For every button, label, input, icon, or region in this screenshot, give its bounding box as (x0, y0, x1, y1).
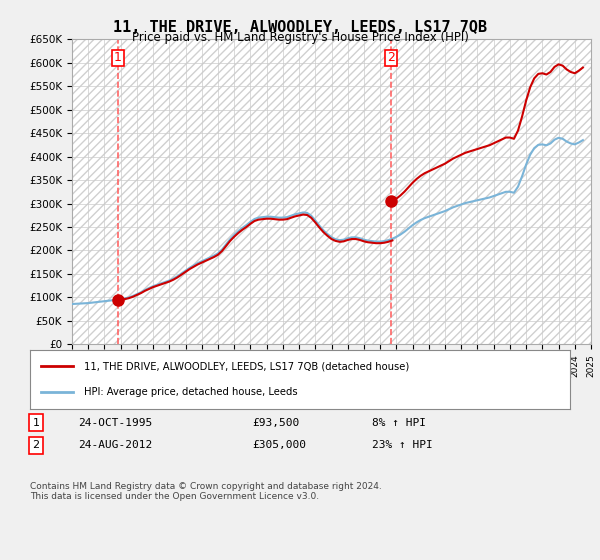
Text: 24-AUG-2012: 24-AUG-2012 (78, 440, 152, 450)
Text: 8% ↑ HPI: 8% ↑ HPI (372, 418, 426, 428)
Text: Contains HM Land Registry data © Crown copyright and database right 2024.
This d: Contains HM Land Registry data © Crown c… (30, 482, 382, 501)
Text: 2: 2 (32, 440, 40, 450)
Text: 1: 1 (114, 52, 122, 64)
Text: 11, THE DRIVE, ALWOODLEY, LEEDS, LS17 7QB (detached house): 11, THE DRIVE, ALWOODLEY, LEEDS, LS17 7Q… (84, 361, 409, 371)
Text: £305,000: £305,000 (252, 440, 306, 450)
Text: 24-OCT-1995: 24-OCT-1995 (78, 418, 152, 428)
Text: 1: 1 (32, 418, 40, 428)
Text: 11, THE DRIVE, ALWOODLEY, LEEDS, LS17 7QB: 11, THE DRIVE, ALWOODLEY, LEEDS, LS17 7Q… (113, 20, 487, 35)
Text: 2: 2 (387, 52, 395, 64)
Text: HPI: Average price, detached house, Leeds: HPI: Average price, detached house, Leed… (84, 388, 298, 398)
Text: £93,500: £93,500 (252, 418, 299, 428)
Text: 23% ↑ HPI: 23% ↑ HPI (372, 440, 433, 450)
Text: Price paid vs. HM Land Registry's House Price Index (HPI): Price paid vs. HM Land Registry's House … (131, 31, 469, 44)
